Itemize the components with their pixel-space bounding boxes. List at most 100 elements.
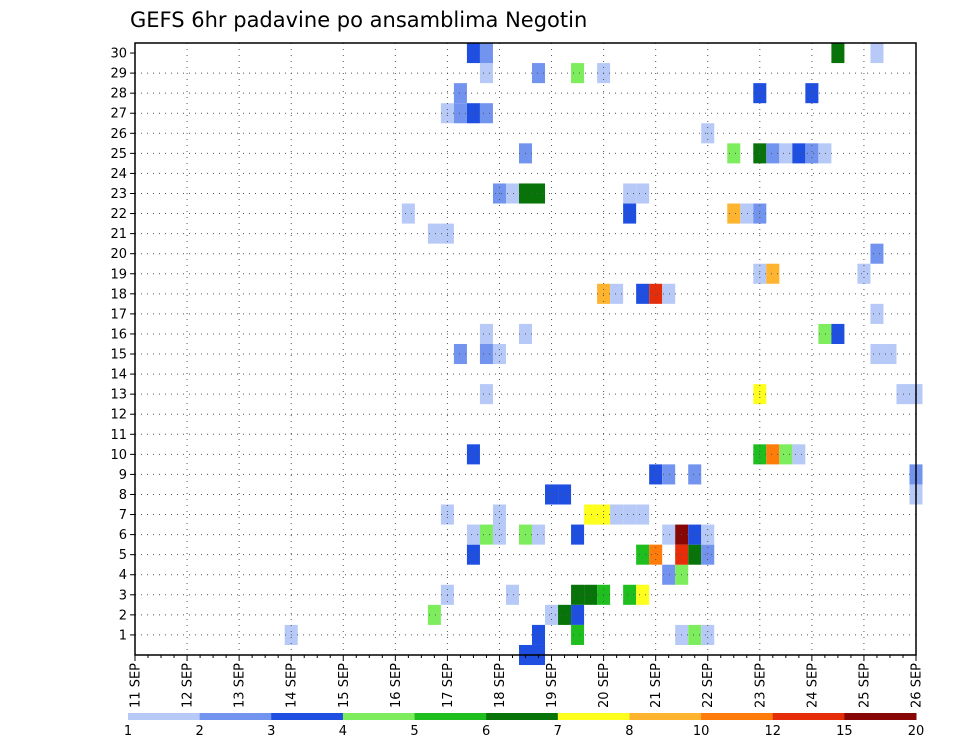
ytick-label-18: 18: [110, 287, 127, 302]
ytick-label-26: 26: [110, 127, 127, 142]
ytick-label-3: 3: [119, 588, 127, 603]
precip-cell-39: [584, 504, 598, 525]
xtick-label-14: 25 SEP: [857, 663, 872, 708]
ytick-label-14: 14: [110, 368, 127, 383]
ytick-label-17: 17: [110, 307, 127, 322]
precip-cell-48: [662, 464, 676, 485]
precip-cell-7: [701, 624, 715, 645]
precip-cell-62: [492, 343, 506, 365]
precip-cell-99: [818, 143, 832, 164]
precip-cell-6: [688, 624, 702, 645]
precip-cell-22: [636, 544, 650, 565]
colorbar-swatch-5: [486, 713, 559, 720]
precip-cell-89: [532, 183, 546, 204]
precip-cell-74: [662, 283, 676, 304]
colorbar-swatch-1: [199, 713, 272, 720]
ytick-label-13: 13: [110, 388, 127, 403]
precip-cell-107: [805, 83, 819, 104]
ytick-label-12: 12: [110, 408, 127, 423]
precip-cell-73: [649, 283, 663, 304]
precip-cell-13: [505, 584, 519, 605]
precip-cell-78: [870, 243, 884, 264]
xtick-label-0: 11 SEP: [129, 663, 144, 708]
precip-cell-60: [453, 343, 467, 365]
precip-cell-112: [466, 43, 480, 64]
precip-cell-69: [870, 303, 884, 324]
colorbar-swatch-3: [342, 713, 416, 720]
xtick-label-8: 19 SEP: [545, 663, 560, 708]
x-axis: 11 SEP 12 SEP 13 SEP 14 SEP 15 SEP 16 SEP 17 S…: [129, 655, 925, 708]
precip-cell-29: [492, 524, 506, 545]
precip-cell-25: [688, 544, 702, 565]
xtick-label-12: 23 SEP: [753, 663, 768, 708]
colorbar-tick-3: 3: [267, 724, 275, 739]
xtick-label-6: 17 SEP: [441, 663, 456, 708]
precip-cell-11: [571, 604, 585, 625]
precip-cell-90: [623, 183, 637, 204]
precip-cell-42: [623, 504, 637, 525]
precip-cell-82: [623, 203, 637, 224]
ytick-label-2: 2: [119, 608, 127, 623]
precip-cell-38: [492, 504, 506, 525]
xtick-label-15: 26 SEP: [910, 663, 925, 708]
ytick-label-27: 27: [110, 107, 127, 122]
colorbar-tick-5: 5: [410, 724, 418, 739]
xtick-label-9: 20 SEP: [597, 663, 612, 708]
precip-cell-53: [766, 444, 780, 465]
xtick-label-5: 16 SEP: [389, 663, 404, 708]
ytick-label-8: 8: [119, 488, 127, 503]
y-axis: 1234567891011121314151617181920212223242…: [110, 47, 135, 643]
ytick-label-30: 30: [110, 47, 127, 62]
precip-cell-65: [479, 323, 493, 344]
precip-cell-8: [427, 604, 441, 625]
precip-cell-58: [896, 384, 910, 405]
precip-cell-55: [792, 444, 806, 465]
precip-cell-3: [532, 624, 546, 645]
precip-cell-28: [479, 524, 493, 545]
precip-cell-41: [610, 504, 624, 525]
ytick-label-10: 10: [110, 448, 127, 463]
precip-cell-56: [479, 384, 493, 405]
xtick-label-10: 21 SEP: [649, 663, 664, 708]
precip-cell-96: [779, 143, 793, 164]
precip-cell-9: [545, 604, 559, 625]
ytick-label-20: 20: [110, 247, 127, 262]
precip-cell-32: [571, 524, 585, 545]
cells-layer: [284, 43, 923, 666]
xtick-label-13: 24 SEP: [805, 663, 820, 708]
ytick-label-4: 4: [119, 568, 127, 583]
ytick-label-19: 19: [110, 267, 127, 282]
precip-cell-51: [466, 444, 480, 465]
precip-cell-43: [636, 504, 650, 525]
precip-cell-15: [584, 584, 598, 605]
ytick-label-5: 5: [119, 548, 127, 563]
ytick-label-21: 21: [110, 227, 127, 242]
precip-cell-31: [532, 524, 546, 545]
precip-cell-114: [831, 43, 845, 64]
precip-cell-21: [466, 544, 480, 565]
precip-cell-81: [401, 203, 415, 224]
precip-cell-18: [636, 584, 650, 605]
plot-frame: [134, 42, 917, 656]
ytick-label-25: 25: [110, 147, 127, 162]
colorbar-swatch-7: [629, 713, 702, 720]
precip-cell-26: [701, 544, 715, 565]
chart-title: GEFS 6hr padavine po ansamblima Negotin: [130, 8, 587, 32]
precip-cell-97: [792, 143, 806, 164]
precip-cell-105: [453, 83, 467, 104]
ytick-label-1: 1: [119, 628, 127, 643]
colorbar-tick-12: 12: [764, 724, 781, 739]
precip-cell-61: [479, 343, 493, 365]
precip-cell-98: [805, 143, 819, 164]
precip-cell-36: [701, 524, 715, 545]
precip-cell-49: [688, 464, 702, 485]
precip-cell-79: [427, 223, 441, 244]
ytick-label-6: 6: [119, 528, 127, 543]
ytick-label-28: 28: [110, 87, 127, 102]
ytick-label-23: 23: [110, 187, 127, 202]
precip-cell-54: [779, 444, 793, 465]
ytick-label-15: 15: [110, 348, 127, 363]
colorbar-swatch-9: [772, 713, 845, 720]
precip-cell-45: [558, 484, 572, 505]
precip-cell-33: [662, 524, 676, 545]
